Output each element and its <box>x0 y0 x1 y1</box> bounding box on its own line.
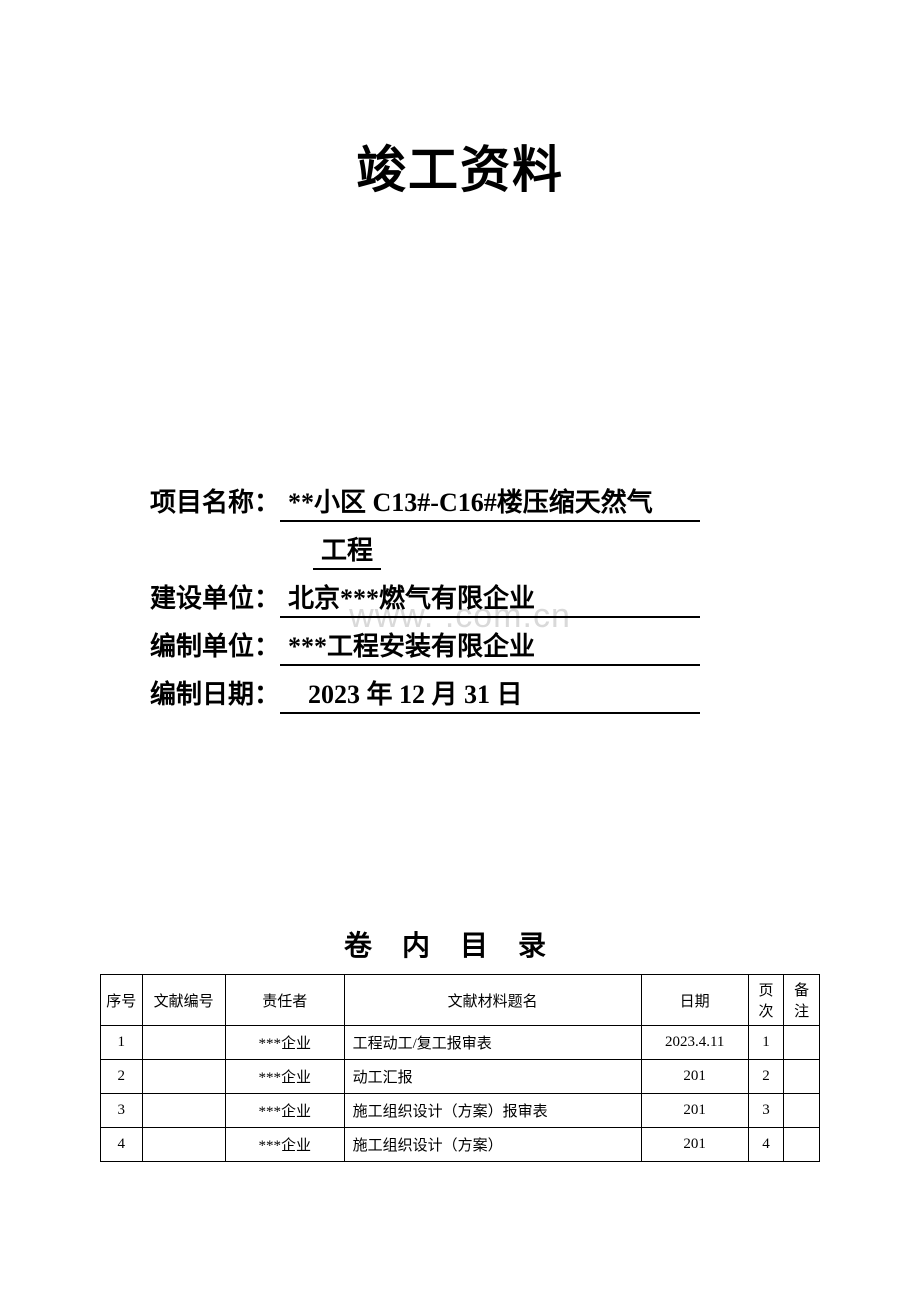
toc-header-date: 日期 <box>641 975 748 1026</box>
cell-note <box>784 1094 820 1128</box>
toc-header-docnum: 文献编号 <box>142 975 225 1026</box>
toc-header-row: 序号 文献编号 责任者 文献材料题名 日期 页次 备注 <box>101 975 820 1026</box>
project-info-section: 项目名称： **小区 C13#-C16#楼压缩天然气 工程 建设单位： 北京**… <box>100 482 820 714</box>
cell-seq: 1 <box>101 1026 143 1060</box>
toc-header-title: 文献材料题名 <box>344 975 641 1026</box>
cell-title: 工程动工/复工报审表 <box>344 1026 641 1060</box>
construction-unit-row: 建设单位： 北京***燃气有限企业 <box>150 578 820 618</box>
project-name-value-line2: 工程 <box>313 530 381 570</box>
cell-docnum <box>142 1128 225 1162</box>
table-row: 1 ***企业 工程动工/复工报审表 2023.4.11 1 <box>101 1026 820 1060</box>
cell-title: 动工汇报 <box>344 1060 641 1094</box>
document-page: 竣工资料 项目名称： **小区 C13#-C16#楼压缩天然气 工程 建设单位：… <box>0 0 920 1222</box>
compile-unit-label: 编制单位： <box>150 626 280 663</box>
cell-docnum <box>142 1026 225 1060</box>
cell-page: 3 <box>748 1094 784 1128</box>
cell-author: ***企业 <box>225 1060 344 1094</box>
cell-author: ***企业 <box>225 1026 344 1060</box>
cell-seq: 4 <box>101 1128 143 1162</box>
toc-header-note: 备注 <box>784 975 820 1026</box>
cell-page: 4 <box>748 1128 784 1162</box>
compile-date-value: 2023 年 12 月 31 日 <box>280 674 700 714</box>
project-name-value-line1: **小区 C13#-C16#楼压缩天然气 <box>280 482 700 522</box>
toc-title: 卷内目录 <box>100 924 820 964</box>
cell-note <box>784 1128 820 1162</box>
toc-header-page: 页次 <box>748 975 784 1026</box>
toc-header-author: 责任者 <box>225 975 344 1026</box>
toc-header-seq: 序号 <box>101 975 143 1026</box>
cell-docnum <box>142 1060 225 1094</box>
cell-note <box>784 1060 820 1094</box>
table-row: 3 ***企业 施工组织设计（方案）报审表 201 3 <box>101 1094 820 1128</box>
cell-date: 2023.4.11 <box>641 1026 748 1060</box>
cell-date: 201 <box>641 1060 748 1094</box>
compile-unit-value: ***工程安装有限企业 <box>280 626 700 666</box>
cell-seq: 2 <box>101 1060 143 1094</box>
cell-title: 施工组织设计（方案）报审表 <box>344 1094 641 1128</box>
cell-date: 201 <box>641 1094 748 1128</box>
cell-page: 1 <box>748 1026 784 1060</box>
construction-unit-value: 北京***燃气有限企业 <box>280 578 700 618</box>
construction-unit-label: 建设单位： <box>150 578 280 615</box>
compile-date-row: 编制日期： 2023 年 12 月 31 日 <box>150 674 820 714</box>
toc-table: 序号 文献编号 责任者 文献材料题名 日期 页次 备注 1 ***企业 工程动工… <box>100 974 820 1162</box>
cell-note <box>784 1026 820 1060</box>
cell-seq: 3 <box>101 1094 143 1128</box>
compile-unit-row: 编制单位： ***工程安装有限企业 <box>150 626 820 666</box>
cell-page: 2 <box>748 1060 784 1094</box>
project-name-label: 项目名称： <box>150 482 280 519</box>
table-row: 4 ***企业 施工组织设计（方案） 201 4 <box>101 1128 820 1162</box>
cell-date: 201 <box>641 1128 748 1162</box>
main-title: 竣工资料 <box>100 130 820 202</box>
cell-title: 施工组织设计（方案） <box>344 1128 641 1162</box>
table-row: 2 ***企业 动工汇报 201 2 <box>101 1060 820 1094</box>
cell-author: ***企业 <box>225 1094 344 1128</box>
cell-docnum <box>142 1094 225 1128</box>
project-name-row: 项目名称： **小区 C13#-C16#楼压缩天然气 <box>150 482 820 522</box>
cell-author: ***企业 <box>225 1128 344 1162</box>
compile-date-label: 编制日期： <box>150 674 280 711</box>
